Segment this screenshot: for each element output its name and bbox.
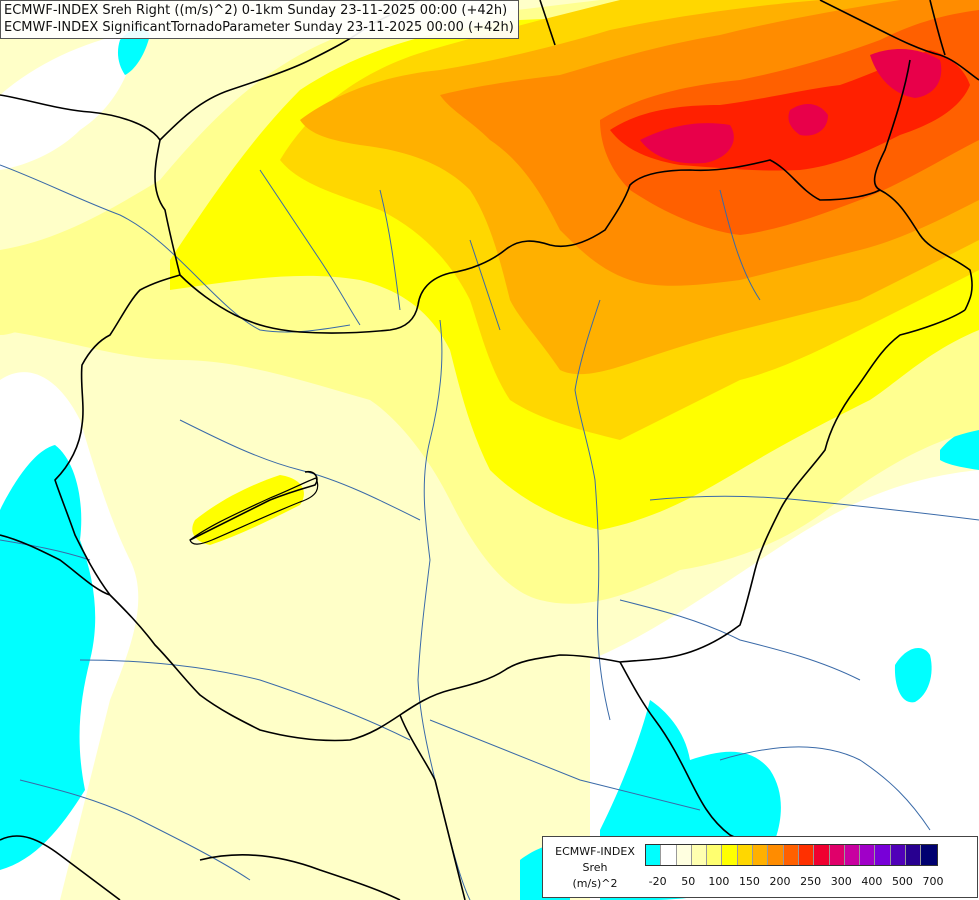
- legend-swatch: [722, 845, 738, 865]
- white-region-northwest: [0, 30, 140, 170]
- legend-swatch: [906, 845, 922, 865]
- legend-swatch: [860, 845, 876, 865]
- legend-swatch: [691, 845, 708, 865]
- legend-tick-label: -20: [648, 875, 667, 888]
- legend-swatch: [768, 845, 784, 865]
- crimson-core-3: [788, 103, 828, 136]
- legend-tick-label: 50: [681, 875, 696, 888]
- legend-tick-label: 500: [891, 875, 913, 888]
- rivers: [0, 164, 979, 900]
- legend-swatch: [798, 845, 815, 865]
- legend-tick-label: 400: [861, 875, 883, 888]
- title-box: ECMWF-INDEX Sreh Right ((m/s)^2) 0-1km S…: [0, 0, 519, 39]
- legend-unit: (m/s)^2: [572, 877, 618, 890]
- cyan-region-north: [117, 28, 150, 75]
- legend-swatch: [661, 845, 677, 865]
- cyan-region-west: [0, 445, 96, 870]
- legend-swatch: [814, 845, 830, 865]
- legend-swatch: [707, 845, 723, 865]
- cyan-region-east-small: [894, 647, 932, 703]
- legend-model: ECMWF-INDEX: [555, 845, 635, 858]
- legend-tick-label: 100: [708, 875, 730, 888]
- legend-tick-label: 300: [830, 875, 852, 888]
- legend-tick-label: 200: [769, 875, 791, 888]
- legend-variable: Sreh: [582, 861, 608, 874]
- legend-tick-label: 250: [800, 875, 822, 888]
- legend-swatch: [753, 845, 769, 865]
- legend: ECMWF-INDEX Sreh (m/s)^2 -20 50 100 150 200 2…: [542, 836, 978, 898]
- legend-tick-label: 150: [738, 875, 760, 888]
- legend-swatch: [737, 845, 754, 865]
- yellow-patch-west: [0, 261, 45, 335]
- lake-outline: [189, 477, 319, 545]
- legend-tick-label: 700: [922, 875, 944, 888]
- crimson-core-1: [640, 123, 734, 164]
- legend-swatch: [844, 845, 861, 865]
- legend-swatch: [875, 845, 891, 865]
- crimson-core-2: [870, 48, 942, 98]
- yellow-patch-southwest: [192, 475, 304, 545]
- legend-swatch: [676, 845, 692, 865]
- title-line-stp: ECMWF-INDEX SignificantTornadoParameter …: [4, 20, 514, 35]
- legend-color-scale: [645, 844, 938, 866]
- cyan-region-east: [940, 429, 979, 470]
- legend-swatch: [783, 845, 799, 865]
- legend-swatch: [890, 845, 907, 865]
- legend-swatch: [646, 845, 662, 865]
- legend-swatch: [921, 845, 937, 865]
- title-line-sreh: ECMWF-INDEX Sreh Right ((m/s)^2) 0-1km S…: [4, 3, 508, 18]
- legend-swatch: [829, 845, 845, 865]
